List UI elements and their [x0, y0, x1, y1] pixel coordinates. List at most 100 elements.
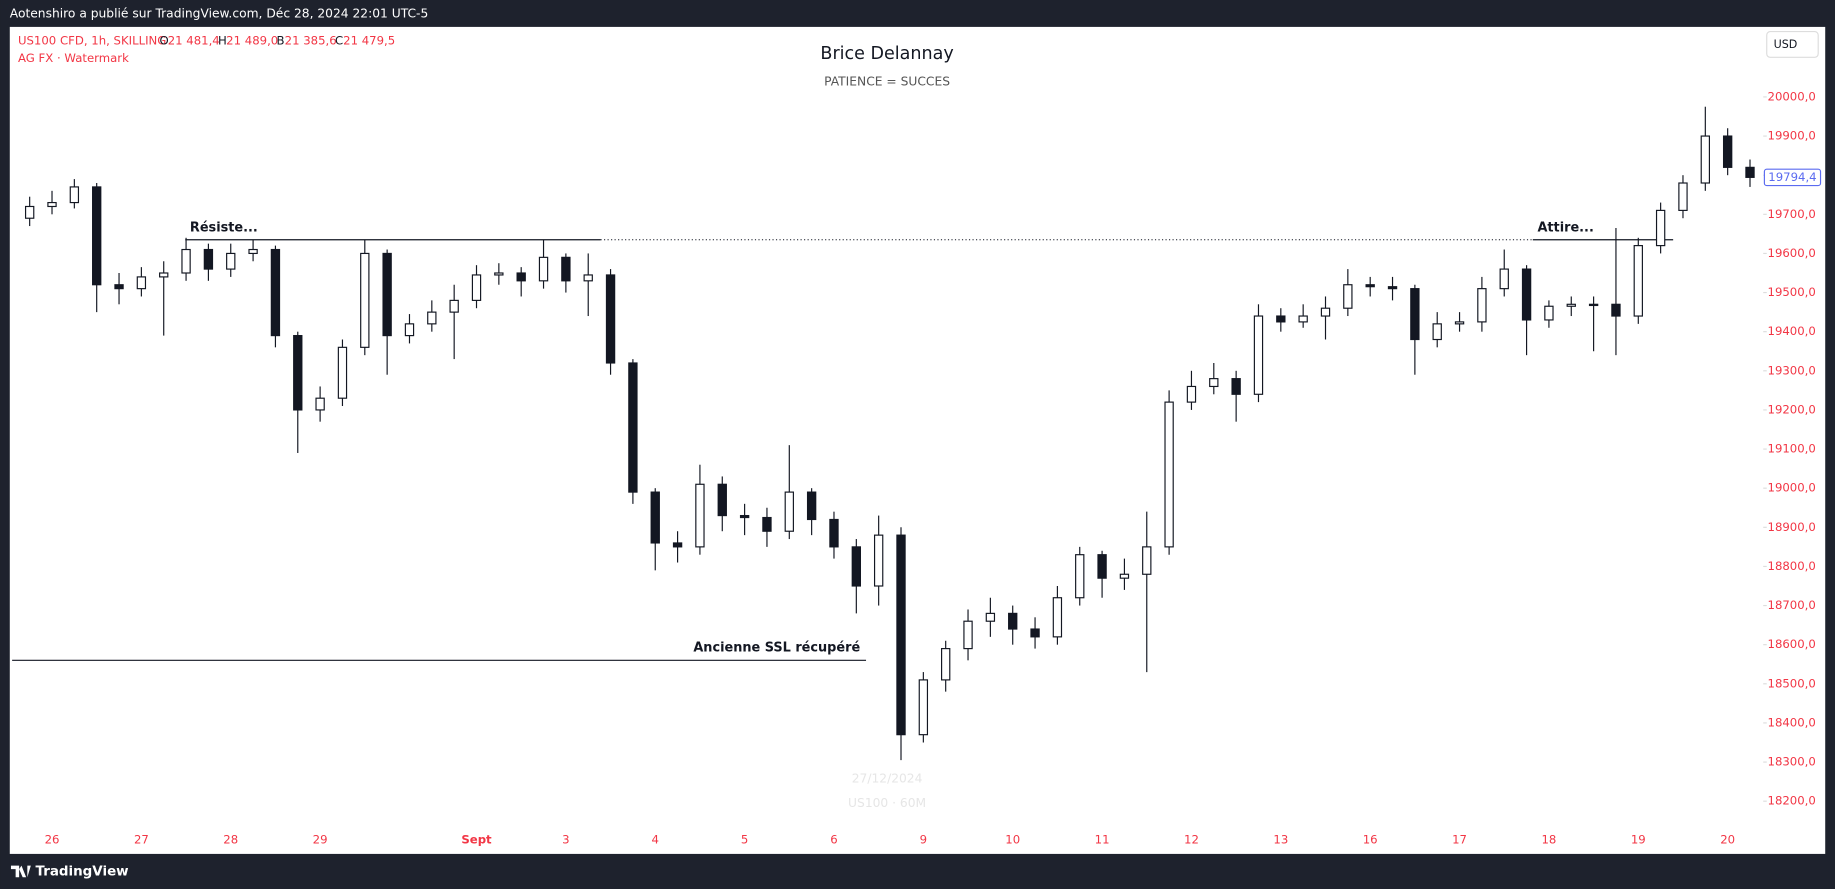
candle-body — [1633, 245, 1643, 317]
candle-body — [1320, 307, 1331, 317]
candle-body — [1298, 315, 1308, 323]
candle-body — [203, 248, 214, 270]
candle-body — [1030, 628, 1040, 638]
candle-body — [1410, 288, 1420, 341]
y-tick-label: 18900,0 — [1768, 520, 1816, 534]
y-tick-label: 19500,0 — [1768, 285, 1816, 299]
candle-body — [1566, 303, 1576, 307]
candle-body — [92, 186, 102, 286]
plot: O21 481,4H 21 489,0B 21 385,6C 21 479,51820… — [12, 33, 1822, 846]
y-tick-label: 19600,0 — [1768, 246, 1816, 260]
candle-body — [1722, 135, 1733, 168]
candle-body — [583, 274, 593, 282]
candle-body — [494, 272, 504, 276]
candle-body — [449, 299, 459, 313]
chart-title: Brice Delannay — [820, 44, 953, 64]
candle-body — [516, 272, 526, 282]
candle-body — [985, 612, 996, 622]
y-tick-label: 18400,0 — [1768, 715, 1816, 729]
ohlc-key: O — [160, 33, 169, 47]
candle-body — [404, 323, 415, 337]
candle-body — [24, 205, 35, 219]
y-tick-label: 19200,0 — [1768, 402, 1816, 416]
x-tick-label: 16 — [1363, 832, 1378, 846]
x-tick-label: 17 — [1452, 832, 1467, 846]
y-tick-label: 18300,0 — [1768, 755, 1816, 769]
annotation: Attire... — [1537, 221, 1593, 236]
candle-body — [739, 514, 750, 519]
x-tick-label: 9 — [920, 832, 927, 846]
ohlc-key: H — [218, 33, 227, 47]
candle-body — [605, 274, 616, 364]
candle-body — [1186, 385, 1197, 403]
candle-body — [1343, 284, 1353, 309]
candle-body — [806, 491, 817, 521]
currency-button[interactable] — [1766, 30, 1819, 58]
candle-body — [1209, 378, 1219, 388]
candle-body — [1052, 597, 1063, 638]
candle-body — [1276, 315, 1286, 323]
candle-body — [963, 620, 973, 650]
candle-body — [69, 186, 80, 204]
y-tick-label: 20000,0 — [1768, 89, 1816, 103]
ohlc-key: B — [276, 33, 284, 47]
symbol: US100 CFD, 1h, SKILLING — [18, 33, 166, 47]
x-tick-label: 27 — [134, 832, 149, 846]
watermark: US100 · 60M — [848, 796, 926, 810]
y-tick-label: 18500,0 — [1768, 676, 1816, 690]
candle-body — [672, 542, 683, 548]
x-tick-label: Sept — [461, 832, 492, 846]
currency: USD — [1774, 38, 1798, 51]
candle-body — [561, 256, 571, 282]
candle-body — [1588, 303, 1599, 307]
x-tick-label: 18 — [1541, 832, 1556, 846]
x-tick-label: 28 — [223, 832, 238, 846]
candle-body — [941, 648, 951, 681]
candle-body — [628, 362, 638, 493]
candle-body — [1142, 546, 1152, 575]
y-tick-label: 19000,0 — [1768, 481, 1816, 495]
candle-body — [784, 491, 794, 532]
candle-body — [1611, 303, 1621, 317]
candle-body — [360, 252, 370, 348]
ohlc-value: 21 481,4 — [168, 33, 220, 47]
x-tick-label: 5 — [741, 832, 748, 846]
watermark: 27/12/2024 — [852, 772, 923, 786]
publisher-header: Aotenshiro a publié sur TradingView.com,… — [10, 7, 429, 21]
candle-body — [1432, 323, 1442, 341]
candle-body — [226, 252, 236, 270]
annotation: Résiste... — [190, 221, 258, 236]
candle-body — [1745, 166, 1755, 178]
candle-body — [181, 248, 191, 274]
candle-body — [1253, 315, 1264, 395]
y-tick-label: 18700,0 — [1768, 598, 1816, 612]
candle-body — [471, 274, 482, 301]
candle-body — [1655, 209, 1666, 247]
candle-body — [717, 483, 727, 517]
y-tick-label: 19900,0 — [1768, 129, 1816, 143]
y-tick-label: 19100,0 — [1768, 442, 1816, 456]
candle-body — [1387, 286, 1398, 290]
candle-body — [1521, 268, 1532, 321]
x-tick-label: 3 — [562, 832, 569, 846]
candle-body — [270, 248, 281, 337]
candle-body — [427, 311, 437, 325]
x-tick-label: 4 — [652, 832, 659, 846]
candle-body — [382, 252, 392, 337]
annotation: Ancienne SSL récupéré — [693, 641, 860, 656]
candle-body — [248, 248, 258, 255]
candle-body — [1164, 401, 1174, 548]
y-tick-label: 18800,0 — [1768, 559, 1816, 573]
y-tick-label: 18200,0 — [1768, 794, 1816, 808]
x-tick-label: 26 — [45, 832, 60, 846]
candle-body — [315, 397, 325, 411]
candle-body — [1365, 284, 1375, 288]
candle-body — [1678, 182, 1688, 211]
candle-body — [1454, 321, 1465, 325]
candle-body — [829, 518, 839, 548]
last-price-box — [1763, 168, 1822, 187]
ohlc-value: 21 489,0 — [226, 33, 278, 47]
x-tick-label: 10 — [1005, 832, 1020, 846]
